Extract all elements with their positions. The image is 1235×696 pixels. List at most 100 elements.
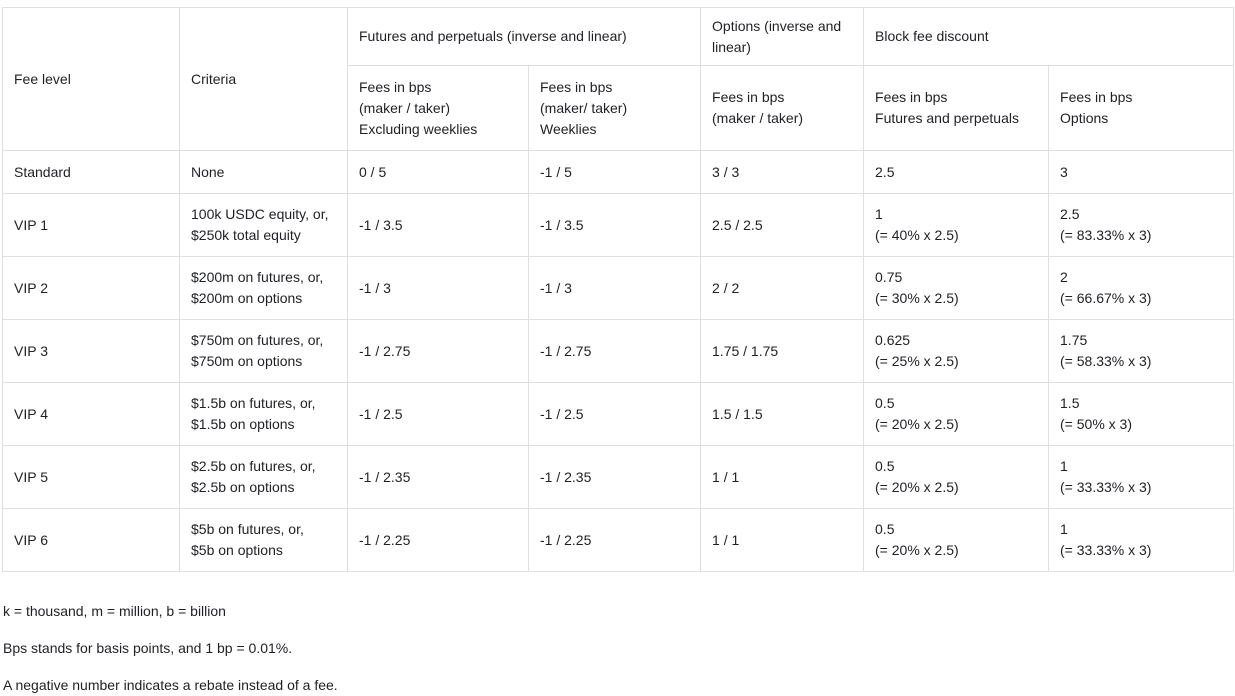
cell-line: Standard <box>14 163 71 180</box>
cell-line: 0.5 <box>875 395 895 411</box>
cell-line: VIP 5 <box>14 468 48 485</box>
cell-line: -1 / 5 <box>540 163 572 180</box>
options-fees-cell: 2 / 2 <box>700 256 865 320</box>
cell-line: $200m on options <box>191 290 303 306</box>
fee-level-cell: VIP 5 <box>2 445 180 509</box>
cell-line: (= 33.33% x 3) <box>1060 479 1152 495</box>
header-block-group: Block fee discount <box>863 7 1235 66</box>
futures-weeklies-cell: -1 / 2.75 <box>527 319 702 383</box>
cell-line: 0.5 <box>875 521 895 537</box>
cell-line: $750m on options <box>191 353 303 369</box>
footnote-rebate: A negative number indicates a rebate ins… <box>3 677 338 693</box>
block-discount-futures-cell: 0.5 (= 20% x 2.5) <box>863 445 1050 509</box>
subheader-line: Fees in bps <box>875 89 948 105</box>
cell-line: (= 58.33% x 3) <box>1060 353 1152 369</box>
options-fees-cell: 2.5 / 2.5 <box>700 193 865 257</box>
header-options-group: Options (inverse and linear) <box>700 7 865 66</box>
futures-weeklies-cell: -1 / 2.5 <box>527 382 702 446</box>
options-fees-cell: 3 / 3 <box>700 150 865 194</box>
block-discount-futures-cell: 0.75 (= 30% x 2.5) <box>863 256 1050 320</box>
subheader-line: Options <box>1060 110 1109 126</box>
cell-line: 1 <box>1060 521 1068 537</box>
cell-line: 0.5 <box>875 458 895 474</box>
header-row-groups: Fee level Criteria Futures and perpetual… <box>2 7 1235 151</box>
subheader-line: Futures and perpetuals <box>875 110 1019 126</box>
subheader-line: Weeklies <box>540 120 597 137</box>
cell-line: None <box>191 163 225 180</box>
criteria-cell: $5b on futures, or, $5b on options <box>179 508 348 572</box>
subheader-line: (maker / taker) <box>359 99 451 116</box>
futures-weeklies-cell: -1 / 2.25 <box>527 508 702 572</box>
table-row: VIP 4 $1.5b on futures, or, $1.5b on optio… <box>2 382 1235 446</box>
block-discount-futures-cell: 0.5 (= 20% x 2.5) <box>863 508 1050 572</box>
fee-level-cell: VIP 4 <box>2 382 180 446</box>
cell-line: $2.5b on futures, or, <box>191 458 316 474</box>
subheader-line: Fees in bps <box>359 78 432 95</box>
cell-line: 1 <box>1060 458 1068 474</box>
cell-line: -1 / 2.35 <box>540 468 592 485</box>
table-row: VIP 5 $2.5b on futures, or, $2.5b on optio… <box>2 445 1235 509</box>
cell-line: 1.5 <box>1060 395 1080 411</box>
futures-weeklies-cell: -1 / 2.35 <box>527 445 702 509</box>
futures-excluding-weeklies-cell: 0 / 5 <box>347 150 529 194</box>
criteria-cell: None <box>179 150 348 194</box>
cell-line: -1 / 2.25 <box>359 531 411 548</box>
cell-line: $200m on futures, or, <box>191 269 324 285</box>
block-discount-futures-cell: 1 (= 40% x 2.5) <box>863 193 1050 257</box>
cell-line: 1.75 / 1.75 <box>712 342 779 359</box>
options-fees-cell: 1.5 / 1.5 <box>700 382 865 446</box>
criteria-cell: $200m on futures, or, $200m on options <box>179 256 348 320</box>
header-futures-group: Futures and perpetuals (inverse and line… <box>346 7 702 66</box>
table-row: VIP 2 $200m on futures, or, $200m on optio… <box>2 256 1235 320</box>
cell-line: $5b on futures, or, <box>191 521 304 537</box>
criteria-cell: $2.5b on futures, or, $2.5b on options <box>179 445 348 509</box>
cell-line: 2.5 / 2.5 <box>712 216 763 233</box>
cell-line: (= 25% x 2.5) <box>875 353 959 369</box>
cell-line: 2.5 <box>875 163 895 180</box>
table-row: Standard None 0 / 5 -1 / 5 3 / 3 2.5 3 <box>2 150 1235 194</box>
cell-line: 1 <box>875 206 883 222</box>
cell-line: (= 20% x 2.5) <box>875 479 959 495</box>
block-discount-options-cell: 1 (= 33.33% x 3) <box>1048 508 1235 572</box>
futures-weeklies-cell: -1 / 5 <box>527 150 702 194</box>
cell-line: $250k total equity <box>191 227 301 243</box>
cell-line: -1 / 3.5 <box>540 216 584 233</box>
header-fee-level: Fee level <box>2 7 180 151</box>
block-discount-options-cell: 1 (= 33.33% x 3) <box>1048 445 1235 509</box>
fee-level-cell: Standard <box>2 150 180 194</box>
fee-level-cell: VIP 6 <box>2 508 180 572</box>
subheader-line: (maker / taker) <box>712 110 804 126</box>
futures-excluding-weeklies-cell: -1 / 2.75 <box>347 319 529 383</box>
futures-weeklies-cell: -1 / 3 <box>527 256 702 320</box>
fee-table: Fee level Criteria Futures and perpetual… <box>2 7 1235 572</box>
subheader-futures-excluding-weeklies: Fees in bps (maker / taker) Excluding we… <box>347 65 529 151</box>
cell-line: (= 30% x 2.5) <box>875 290 959 306</box>
cell-line: -1 / 2.5 <box>359 405 403 422</box>
cell-line: VIP 1 <box>14 216 48 233</box>
cell-line: -1 / 2.75 <box>359 342 411 359</box>
cell-line: (= 20% x 2.5) <box>875 416 959 432</box>
footnote-bps-definition: Bps stands for basis points, and 1 bp = … <box>3 640 293 656</box>
cell-line: 2 / 2 <box>712 279 740 296</box>
cell-line: -1 / 3 <box>359 279 391 296</box>
options-fees-cell: 1 / 1 <box>700 445 865 509</box>
subheader-line: Fees in bps <box>540 78 613 95</box>
cell-line: $5b on options <box>191 542 283 558</box>
cell-line: (= 50% x 3) <box>1060 416 1132 432</box>
fee-table-body: Standard None 0 / 5 -1 / 5 3 / 3 2.5 3 VIP 1 100… <box>2 150 1235 572</box>
block-discount-futures-cell: 0.625 (= 25% x 2.5) <box>863 319 1050 383</box>
futures-excluding-weeklies-cell: -1 / 3.5 <box>347 193 529 257</box>
subheader-options-fees: Fees in bps (maker / taker) <box>700 65 865 151</box>
table-row: VIP 6 $5b on futures, or, $5b on options -1… <box>2 508 1235 572</box>
futures-excluding-weeklies-cell: -1 / 3 <box>347 256 529 320</box>
cell-line: (= 33.33% x 3) <box>1060 542 1152 558</box>
cell-line: -1 / 2.35 <box>359 468 411 485</box>
subheader-block-futures: Fees in bps Futures and perpetuals <box>863 65 1050 151</box>
cell-line: 100k USDC equity, or, <box>191 206 329 222</box>
futures-excluding-weeklies-cell: -1 / 2.35 <box>347 445 529 509</box>
cell-line: 3 <box>1060 163 1068 180</box>
subheader-line: Fees in bps <box>1060 89 1133 105</box>
block-discount-options-cell: 2.5 (= 83.33% x 3) <box>1048 193 1235 257</box>
cell-line: -1 / 2.5 <box>540 405 584 422</box>
cell-line: 0 / 5 <box>359 163 387 180</box>
